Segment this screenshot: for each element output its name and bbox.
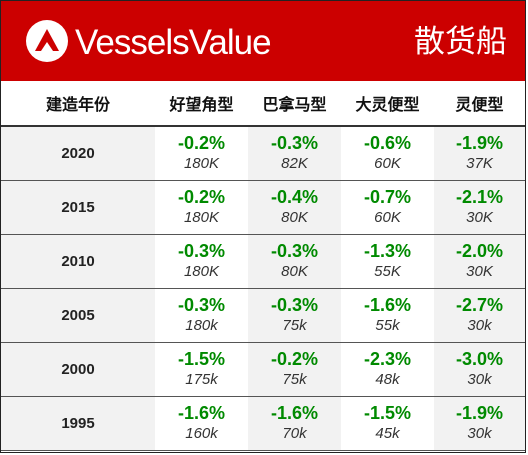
- value-cell: -1.6% 160k: [155, 396, 248, 451]
- table-row: 2020 -0.2% 180K -0.3% 82K -0.6% 60K -1.9% 37K: [1, 126, 525, 181]
- vessel-value: 37K: [466, 155, 493, 173]
- vessel-value: 30k: [467, 425, 492, 442]
- table-row: 2000 -1.5% 175k -0.2% 75k -2.3% 48k -3.0% 30k: [1, 342, 525, 397]
- vessel-value: 48k: [375, 371, 400, 388]
- build-year-cell: 2015: [1, 180, 155, 235]
- column-header-handysize: 灵便型: [434, 81, 525, 127]
- value-cell: -1.9% 37K: [434, 126, 525, 181]
- value-cell: -2.7% 30k: [434, 288, 525, 343]
- vessel-value: 180k: [185, 317, 218, 334]
- value-cell: -2.1% 30K: [434, 180, 525, 235]
- build-year-cell: 2020: [1, 126, 155, 181]
- value-change: -0.3%: [270, 241, 319, 261]
- vessel-value: 30K: [466, 209, 493, 226]
- value-cell: -0.6% 60K: [341, 126, 434, 181]
- value-change: -1.9%: [455, 403, 504, 423]
- value-cell: -0.3% 75k: [248, 288, 341, 343]
- valuation-table: 建造年份 好望角型 巴拿马型 大灵便型 灵便型 2020 -0.2% 180K -0.…: [1, 81, 525, 451]
- value-cell: -0.2% 75k: [248, 342, 341, 397]
- vessel-value: 75k: [282, 317, 307, 334]
- vessel-value: 55k: [375, 317, 400, 334]
- table-row: 2015 -0.2% 180K -0.4% 80K -0.7% 60K -2.1% 30K: [1, 180, 525, 235]
- vessel-value: 180K: [183, 209, 220, 226]
- value-change: -0.3%: [270, 295, 319, 315]
- value-change: -2.1%: [455, 187, 504, 207]
- value-cell: -0.4% 80K: [248, 180, 341, 235]
- vessel-value: 30k: [467, 371, 492, 388]
- vessel-value: 180K: [183, 263, 220, 280]
- vessel-value: 80K: [281, 209, 308, 226]
- value-change: -1.5%: [363, 403, 412, 423]
- value-change: -0.2%: [177, 133, 226, 154]
- value-cell: -0.3% 180K: [155, 234, 248, 289]
- vessel-value: 160k: [185, 425, 218, 442]
- vessel-value: 80K: [281, 263, 308, 280]
- value-change: -0.3%: [177, 295, 226, 315]
- value-change: -0.3%: [177, 241, 226, 261]
- column-header-build-year: 建造年份: [1, 81, 155, 127]
- build-year-cell: 2010: [1, 234, 155, 289]
- value-cell: -1.6% 55k: [341, 288, 434, 343]
- table-row: 2010 -0.3% 180K -0.3% 80K -1.3% 55K -2.0% 30K: [1, 234, 525, 289]
- value-change: -0.7%: [363, 187, 412, 207]
- value-cell: -1.3% 55K: [341, 234, 434, 289]
- value-cell: -2.0% 30K: [434, 234, 525, 289]
- vessel-value: 175k: [185, 371, 218, 388]
- value-change: -1.6%: [363, 295, 412, 315]
- value-change: -2.0%: [455, 241, 504, 261]
- value-change: -0.6%: [363, 133, 412, 154]
- value-change: -3.0%: [455, 349, 504, 369]
- column-header-supramax: 大灵便型: [341, 81, 434, 127]
- value-cell: -3.0% 30k: [434, 342, 525, 397]
- value-cell: -0.7% 60K: [341, 180, 434, 235]
- value-cell: -0.3% 82K: [248, 126, 341, 181]
- value-change: -0.2%: [177, 187, 226, 207]
- vessel-value: 75k: [282, 371, 307, 388]
- value-cell: -1.6% 70k: [248, 396, 341, 451]
- vessel-value: 180K: [183, 155, 220, 173]
- table-body: 2020 -0.2% 180K -0.3% 82K -0.6% 60K -1.9% 37K 201…: [1, 126, 525, 451]
- vessel-value: 55K: [374, 263, 401, 280]
- value-cell: -1.5% 175k: [155, 342, 248, 397]
- vessel-value: 30K: [466, 263, 493, 280]
- value-change: -1.9%: [455, 133, 504, 154]
- value-cell: -2.3% 48k: [341, 342, 434, 397]
- vessel-value: 60K: [374, 155, 401, 173]
- value-change: -1.6%: [270, 403, 319, 423]
- table-header-row: 建造年份 好望角型 巴拿马型 大灵便型 灵便型: [1, 81, 525, 127]
- vesselsvalue-logo-icon: [26, 20, 68, 62]
- value-change: -0.3%: [270, 133, 319, 154]
- table-row: 1995 -1.6% 160k -1.6% 70k -1.5% 45k -1.9% 30k: [1, 396, 525, 451]
- column-header-panamax: 巴拿马型: [248, 81, 341, 127]
- brand-name: VesselsValue: [75, 23, 272, 62]
- value-change: -1.3%: [363, 241, 412, 261]
- build-year-cell: 2000: [1, 342, 155, 397]
- vessel-value: 60K: [374, 209, 401, 226]
- vessel-category-title: 散货船: [414, 24, 507, 59]
- value-cell: -0.3% 80K: [248, 234, 341, 289]
- value-cell: -0.2% 180K: [155, 180, 248, 235]
- value-cell: -0.2% 180K: [155, 126, 248, 181]
- column-header-capesize: 好望角型: [155, 81, 248, 127]
- value-change: -0.2%: [270, 349, 319, 369]
- value-cell: -0.3% 180k: [155, 288, 248, 343]
- vessel-value: 30k: [467, 317, 492, 334]
- value-change: -1.6%: [177, 403, 226, 423]
- value-change: -2.3%: [363, 349, 412, 369]
- value-change: -0.4%: [270, 187, 319, 207]
- value-cell: -1.5% 45k: [341, 396, 434, 451]
- value-change: -2.7%: [455, 295, 504, 315]
- vessel-value: 82K: [281, 155, 308, 173]
- header-banner: VesselsValue 散货船: [1, 1, 525, 81]
- value-change: -1.5%: [177, 349, 226, 369]
- value-cell: -1.9% 30k: [434, 396, 525, 451]
- build-year-cell: 1995: [1, 396, 155, 451]
- vessel-value: 70k: [282, 425, 307, 442]
- build-year-cell: 2005: [1, 288, 155, 343]
- vessel-value: 45k: [375, 425, 400, 442]
- table-row: 2005 -0.3% 180k -0.3% 75k -1.6% 55k -2.7% 30k: [1, 288, 525, 343]
